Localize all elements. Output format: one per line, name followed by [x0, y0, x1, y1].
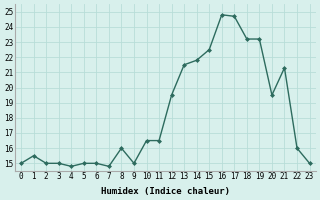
X-axis label: Humidex (Indice chaleur): Humidex (Indice chaleur) [101, 187, 230, 196]
